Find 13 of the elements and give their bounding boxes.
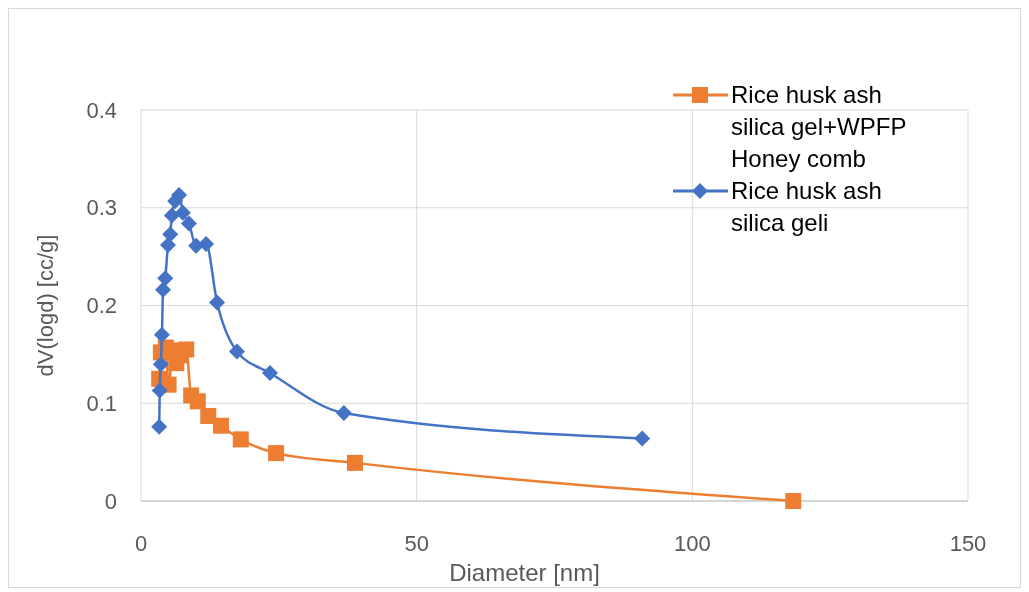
y-axis-title: dV(logd) [cc/g] [33, 234, 58, 377]
x-tick-label: 150 [949, 531, 987, 556]
y-tick-label: 0 [104, 488, 117, 514]
x-axis-title: Diameter [nm] [449, 559, 600, 586]
y-tick-label: 0.1 [86, 390, 117, 416]
x-tick-label: 0 [134, 531, 148, 556]
y-tick-label: 0.4 [86, 97, 117, 123]
legend-label: Rice husk ash silica geli [731, 177, 882, 237]
y-tick-label: 0.2 [86, 293, 117, 319]
legend-label: Rice husk ash silica gel+WPFP Honey comb [731, 81, 907, 173]
x-tick-label: 50 [404, 531, 429, 556]
y-tick-label: 0.3 [86, 195, 117, 221]
x-tick-label: 100 [673, 531, 711, 556]
